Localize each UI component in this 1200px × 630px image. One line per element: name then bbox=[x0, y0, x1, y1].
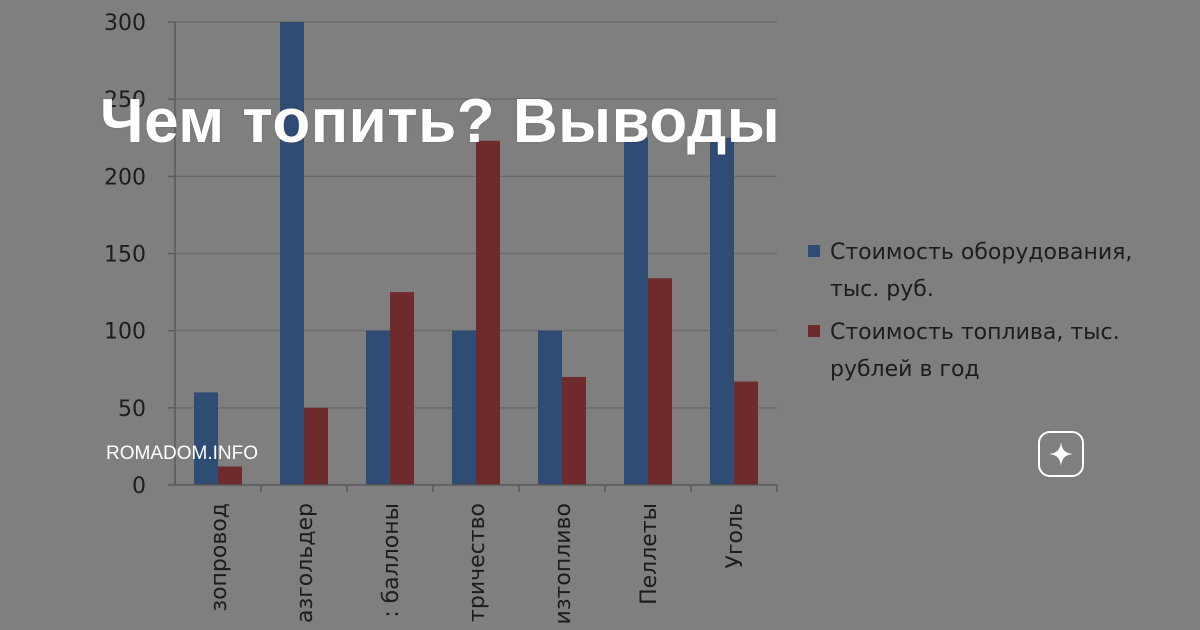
x-tick-label-3: тричество bbox=[465, 503, 490, 622]
sparkle-icon[interactable] bbox=[1038, 431, 1084, 477]
legend-item-equipment: Стоимость оборудования, тыс. руб. bbox=[808, 234, 1170, 308]
legend-item-fuel: Стоимость топлива, тыс. рублей в год bbox=[808, 314, 1170, 388]
y-tick-label-100: 100 bbox=[104, 320, 146, 345]
legend-label-fuel: Стоимость топлива, тыс. рублей в год bbox=[830, 320, 1120, 382]
legend: Стоимость оборудования, тыс. руб. Стоимо… bbox=[808, 234, 1170, 394]
bar-fuel-2 bbox=[390, 292, 414, 485]
bar-equipment-6 bbox=[710, 137, 734, 485]
bar-fuel-5 bbox=[648, 278, 672, 485]
y-tick-label-300: 300 bbox=[104, 11, 146, 36]
bar-equipment-5 bbox=[624, 137, 648, 485]
bar-fuel-0 bbox=[218, 466, 242, 485]
bar-fuel-4 bbox=[562, 376, 586, 485]
x-tick-label-5: Пеллеты bbox=[637, 503, 662, 605]
x-tick-label-2: : баллоны bbox=[379, 503, 404, 618]
x-tick-label-0: зопровод bbox=[207, 503, 232, 612]
x-axis-labels: зопровод азгольдер : баллоны тричество изтоп… bbox=[207, 485, 778, 624]
bar-equipment-1 bbox=[280, 22, 304, 485]
x-tick-label-4: изтопливо bbox=[551, 503, 576, 624]
legend-swatch-fuel bbox=[808, 325, 820, 337]
bars bbox=[194, 22, 758, 485]
bar-fuel-3 bbox=[476, 140, 500, 485]
legend-swatch-equipment bbox=[808, 245, 820, 257]
y-axis-ticks: 0 50 100 150 200 250 300 bbox=[104, 11, 175, 499]
bar-fuel-1 bbox=[304, 407, 328, 485]
bar-equipment-3 bbox=[452, 330, 476, 485]
bar-equipment-0 bbox=[194, 392, 218, 485]
y-tick-label-50: 50 bbox=[118, 397, 146, 422]
bar-equipment-4 bbox=[538, 330, 562, 485]
bar-fuel-6 bbox=[734, 381, 758, 485]
legend-label-equipment: Стоимость оборудования, тыс. руб. bbox=[830, 240, 1133, 302]
y-tick-label-150: 150 bbox=[104, 243, 146, 268]
y-tick-label-250: 250 bbox=[104, 88, 146, 113]
source-label[interactable]: ROMADOM.INFO bbox=[106, 443, 258, 464]
x-tick-label-1: азгольдер bbox=[293, 503, 318, 623]
axes bbox=[174, 22, 777, 486]
headline: Чем топить? Выводы bbox=[100, 87, 781, 156]
bar-equipment-2 bbox=[366, 330, 390, 485]
sparkle-icon-glyph bbox=[1049, 442, 1073, 466]
y-tick-label-200: 200 bbox=[104, 165, 146, 190]
y-tick-label-0: 0 bbox=[132, 474, 146, 499]
x-tick-label-6: Уголь bbox=[723, 503, 748, 568]
